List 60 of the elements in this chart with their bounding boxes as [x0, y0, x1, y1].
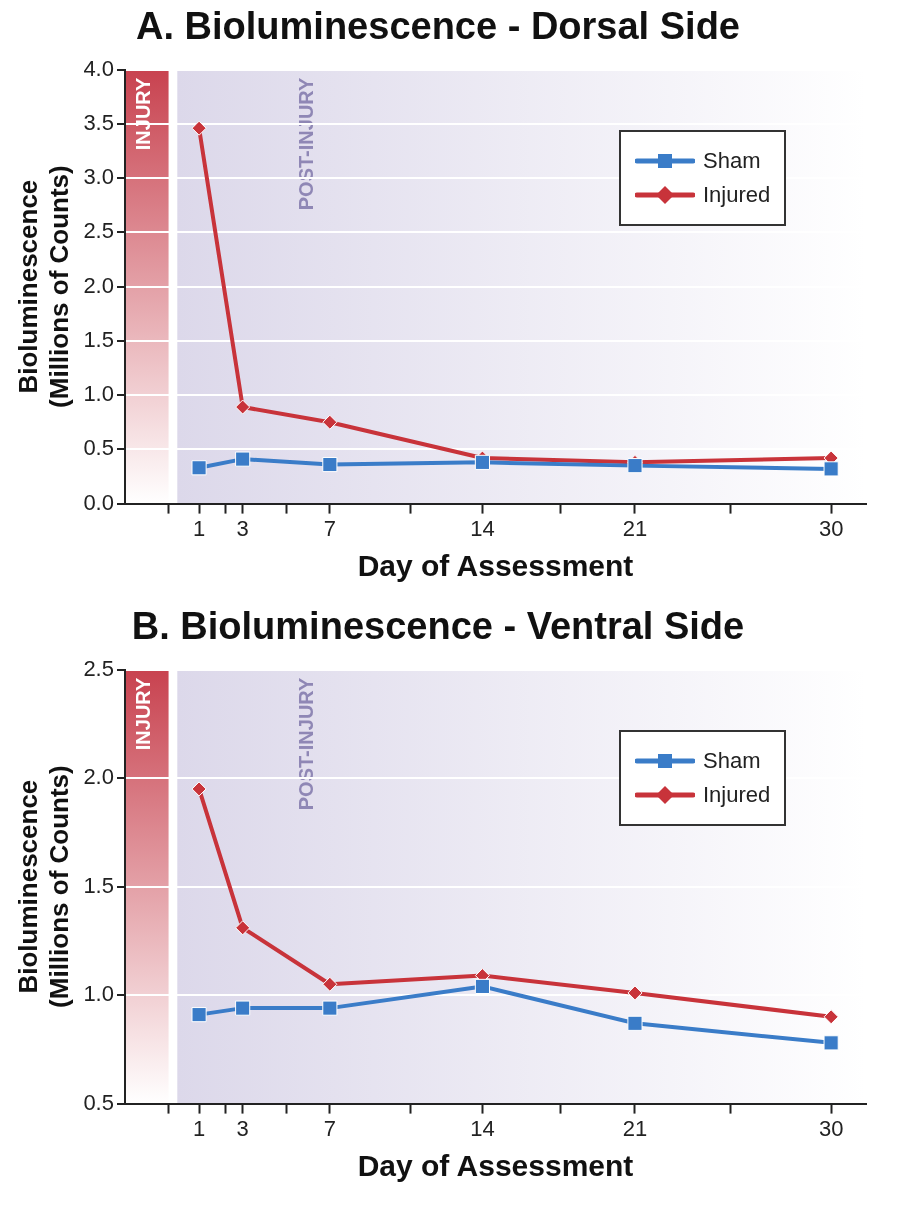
x-axis-title: Day of Assessment: [357, 549, 634, 583]
point: [322, 976, 338, 992]
point: [191, 781, 207, 797]
x-tick-label: 7: [323, 1115, 336, 1141]
y-tick-label: 1.5: [83, 326, 114, 352]
y-axis-title: Bioluminescence (Millions of Counts): [12, 765, 74, 1008]
point: [627, 458, 643, 474]
y-tick-label: 1.0: [83, 381, 114, 407]
band-label: INJURY: [132, 676, 155, 751]
band-label: INJURY: [132, 76, 155, 151]
point: [191, 460, 207, 476]
chart-title: B. Bioluminescence - Ventral Side: [131, 605, 745, 648]
chart-title: A. Bioluminescence - Dorsal Side: [136, 5, 740, 48]
legend-label: Injured: [703, 781, 771, 808]
point: [191, 1007, 207, 1023]
x-tick-label: 14: [470, 515, 495, 541]
x-tick-label: 14: [470, 1115, 495, 1141]
point: [322, 1000, 338, 1016]
point: [627, 1015, 643, 1031]
y-tick-label: 1.5: [83, 872, 114, 898]
band-label: POST-INJURY: [294, 76, 317, 211]
y-tick-label: 0.5: [83, 1089, 114, 1115]
y-tick-label: 2.0: [83, 272, 114, 298]
x-tick-label: 1: [192, 515, 206, 541]
point: [627, 985, 643, 1001]
legend-label: Sham: [703, 747, 761, 774]
point: [235, 1000, 251, 1016]
point: [235, 399, 251, 415]
point: [191, 120, 207, 136]
point: [823, 1035, 839, 1051]
y-tick-label: 0.0: [83, 489, 114, 515]
y-tick-label: 3.0: [83, 164, 114, 190]
x-tick-label: 3: [236, 1115, 249, 1141]
y-tick-label: 3.5: [83, 109, 114, 135]
y-tick-label: 0.5: [83, 435, 114, 461]
x-tick-label: 21: [622, 1115, 648, 1141]
point: [322, 456, 338, 473]
point: [322, 414, 338, 430]
band-label: POST-INJURY: [294, 676, 317, 811]
y-tick-label: 2.5: [83, 655, 114, 681]
point: [474, 454, 490, 470]
legend-label: Injured: [703, 181, 771, 208]
y-tick-label: 1.0: [83, 981, 114, 1007]
point: [823, 461, 839, 477]
y-tick-label: 2.5: [83, 218, 114, 244]
point: [823, 1009, 839, 1025]
point: [474, 978, 490, 994]
x-tick-label: 30: [818, 1115, 844, 1141]
y-axis-title: Bioluminescence (Millions of Counts): [12, 165, 74, 408]
y-tick-label: 2.0: [83, 764, 114, 790]
x-tick-label: 7: [323, 515, 336, 541]
x-axis-title: Day of Assessment: [357, 1149, 634, 1183]
legend-label: Sham: [703, 147, 761, 174]
y-tick-label: 4.0: [83, 55, 114, 81]
point: [235, 920, 251, 936]
x-tick-label: 1: [192, 1115, 206, 1141]
x-tick-label: 3: [236, 515, 249, 541]
x-tick-label: 21: [622, 515, 648, 541]
x-tick-label: 30: [818, 515, 844, 541]
point: [235, 451, 251, 467]
